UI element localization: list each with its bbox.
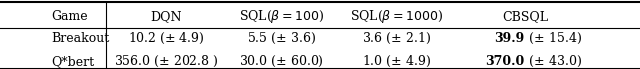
Text: 5.5 ($\pm$ 3.6): 5.5 ($\pm$ 3.6) bbox=[247, 31, 316, 46]
Text: 356.0 ($\pm$ 202.8 ): 356.0 ($\pm$ 202.8 ) bbox=[115, 54, 218, 69]
Text: Q*bert: Q*bert bbox=[51, 55, 94, 68]
Text: 10.2 ($\pm$ 4.9): 10.2 ($\pm$ 4.9) bbox=[128, 31, 205, 46]
Text: 1.0 ($\pm$ 4.9): 1.0 ($\pm$ 4.9) bbox=[362, 54, 431, 69]
Text: CBSQL: CBSQL bbox=[502, 10, 548, 23]
Text: SQL($\beta = 100$): SQL($\beta = 100$) bbox=[239, 8, 324, 25]
Text: Game: Game bbox=[51, 10, 88, 23]
Text: 30.0 ($\pm$ 60.0): 30.0 ($\pm$ 60.0) bbox=[239, 54, 324, 69]
Text: ($\pm$ 15.4): ($\pm$ 15.4) bbox=[525, 31, 582, 46]
Text: SQL($\beta = 1000$): SQL($\beta = 1000$) bbox=[350, 8, 444, 25]
Text: 370.0: 370.0 bbox=[486, 55, 525, 68]
Text: 39.9: 39.9 bbox=[495, 32, 525, 45]
Text: DQN: DQN bbox=[150, 10, 182, 23]
Text: Breakout: Breakout bbox=[51, 32, 109, 45]
Text: 3.6 ($\pm$ 2.1): 3.6 ($\pm$ 2.1) bbox=[362, 31, 431, 46]
Text: ($\pm$ 43.0): ($\pm$ 43.0) bbox=[525, 54, 582, 69]
